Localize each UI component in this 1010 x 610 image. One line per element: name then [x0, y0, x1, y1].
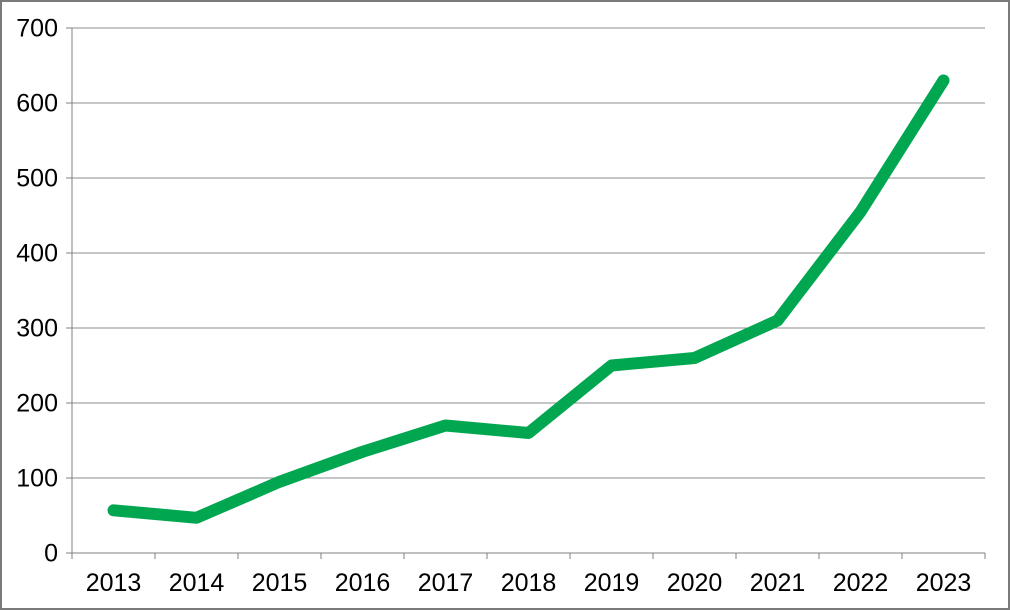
x-axis-tick-label: 2016 — [335, 569, 391, 597]
y-axis-tick-label: 100 — [16, 465, 58, 493]
x-axis-tick-label: 2018 — [501, 569, 557, 597]
x-axis-tick-label: 2013 — [86, 569, 142, 597]
y-axis-tick-label: 300 — [16, 315, 58, 343]
y-axis-tick-label: 500 — [16, 165, 58, 193]
y-axis-tick-label: 0 — [44, 540, 58, 568]
data-series-line — [107, 74, 950, 524]
x-axis-tick-label: 2019 — [584, 569, 640, 597]
x-axis-tick-label: 2017 — [418, 569, 474, 597]
y-axis-tick-label: 400 — [16, 240, 58, 268]
x-axis-tick-label: 2023 — [916, 569, 972, 597]
x-axis-tick-label: 2022 — [833, 569, 889, 597]
y-axis-tick-label: 700 — [16, 15, 58, 43]
x-axis-tick-label: 2021 — [750, 569, 806, 597]
x-axis-tick-label: 2020 — [667, 569, 723, 597]
y-axis-tick-label: 600 — [16, 90, 58, 118]
y-axis-tick-label: 200 — [16, 390, 58, 418]
x-axis-tick-label: 2014 — [169, 569, 225, 597]
x-axis-tick-label: 2015 — [252, 569, 308, 597]
